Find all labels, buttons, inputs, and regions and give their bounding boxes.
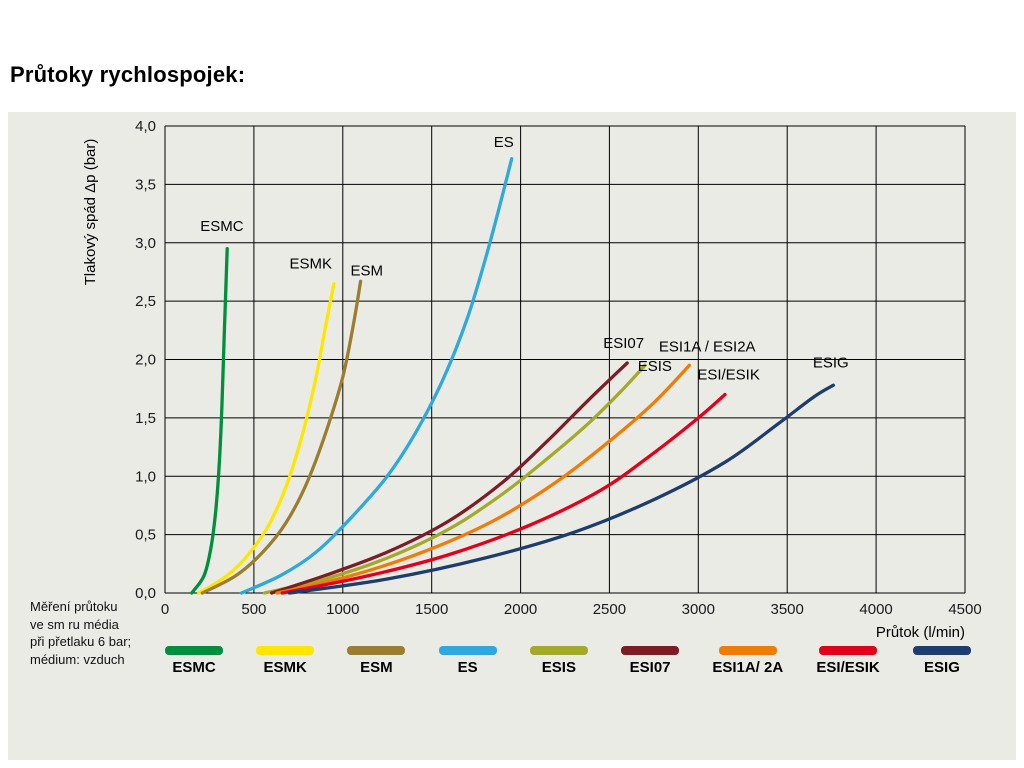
- x-tick-label: 2000: [504, 601, 537, 618]
- series-label-esmk: ESMK: [290, 255, 333, 272]
- legend-item-esig: ESIG: [912, 646, 971, 676]
- x-axis-label: Průtok (l/min): [876, 624, 965, 641]
- legend-label-esi-esik: ESI/ESIK: [816, 659, 880, 676]
- legend-label-esi1a-2a: ESI1A/ 2A: [712, 659, 784, 676]
- y-tick-label: 3,5: [135, 176, 156, 193]
- legend-swatch-esi-esik: [819, 646, 878, 655]
- legend-item-esi1a-2a: ESI1A/ 2A: [712, 646, 783, 676]
- note-line: ve sm ru média: [30, 616, 119, 632]
- legend-swatch-esig: [912, 646, 971, 655]
- legend-swatch-es: [438, 646, 497, 655]
- legend-item-esi-esik: ESI/ESIK: [816, 646, 880, 676]
- note-line: při přetlaku 6 bar;: [30, 634, 132, 650]
- legend-label-esmk: ESMK: [263, 659, 307, 676]
- legend-swatch-esm: [347, 646, 406, 655]
- measurement-note: Měření průtoku ve sm ru média při přetla…: [30, 598, 131, 668]
- x-tick-label: 3500: [771, 601, 804, 618]
- series-label-esi07: ESI07: [603, 335, 644, 352]
- legend-label-esis: ESIS: [541, 659, 576, 676]
- series-path-esig: [287, 383, 836, 595]
- x-tick-label: 500: [241, 601, 266, 618]
- series-label-esmc: ESMC: [200, 218, 244, 235]
- legend-swatch-esi07: [621, 646, 680, 655]
- series-path-esmc: [190, 246, 229, 595]
- legend-label-esm: ESM: [360, 659, 393, 676]
- legend-swatch-esi1a-2a: [718, 646, 777, 655]
- legend-swatch-esis: [529, 646, 588, 655]
- chart-legend: ESMC ESMK ESM ES ESIS ESI07 ESI1A/ 2A ESI/ESIK E…: [165, 646, 971, 676]
- legend-label-es: ES: [457, 659, 478, 676]
- legend-item-esi07: ESI07: [621, 646, 680, 676]
- series-label-esm: ESM: [351, 262, 384, 279]
- x-tick-label: 1500: [415, 601, 448, 618]
- page-title: Průtoky rychlospojek:: [10, 62, 246, 87]
- x-tick-label: 2500: [593, 601, 626, 618]
- series-path-esm: [200, 279, 363, 595]
- series-label-esis: ESIS: [638, 358, 672, 375]
- legend-item-esis: ESIS: [529, 646, 588, 676]
- x-tick-label: 0: [161, 601, 169, 618]
- legend-item-esm: ESM: [347, 646, 406, 676]
- series-label-esi-esik: ESI/ESIK: [697, 366, 760, 383]
- legend-label-esmc: ESMC: [172, 659, 216, 676]
- legend-item-es: ES: [438, 646, 497, 676]
- note-line: Měření průtoku: [30, 599, 118, 614]
- series-path-esis: [262, 363, 647, 595]
- y-tick-label: 3,0: [135, 235, 156, 252]
- legend-label-esi07: ESI07: [629, 659, 671, 676]
- legend-swatch-esmc: [165, 646, 223, 655]
- flow-chart-svg: 0,0 0,5 1,0 1,5 2,0 2,5 3,0 3,5 4,0 0 500 1000 1500 2…: [82, 118, 982, 641]
- x-tick-label: 3000: [682, 601, 715, 618]
- y-tick-label: 2,0: [135, 352, 156, 369]
- x-tick-label: 1000: [326, 601, 359, 618]
- x-tick-label: 4000: [859, 601, 892, 618]
- series-path-esi-esik: [280, 392, 727, 595]
- series-path-es: [239, 157, 514, 595]
- legend-label-esig: ESIG: [924, 659, 960, 676]
- y-tick-label: 1,0: [135, 468, 156, 485]
- series-label-esi1a-2a: ESI1A / ESI2A: [659, 338, 756, 355]
- legend-item-esmk: ESMK: [256, 646, 315, 676]
- x-tick-label: 4500: [948, 601, 981, 618]
- series-path-esi07: [270, 361, 629, 595]
- chart-plot: 0,0 0,5 1,0 1,5 2,0 2,5 3,0 3,5 4,0 0 500 1000 1500 2…: [8, 112, 1016, 644]
- series-path-esmk: [197, 281, 336, 595]
- y-axis-label: Tlakový spád Δp (bar): [82, 139, 99, 286]
- series-label-es: ES: [494, 134, 514, 151]
- y-tick-label: 0,5: [135, 527, 156, 544]
- note-line: médium: vzduch: [30, 651, 125, 667]
- series-label-esig: ESIG: [813, 355, 849, 372]
- y-tick-label: 2,5: [135, 293, 156, 310]
- series-path-esi1a-2a: [275, 363, 692, 595]
- y-tick-label: 4,0: [135, 118, 156, 135]
- legend-swatch-esmk: [256, 646, 315, 655]
- y-tick-label: 0,0: [135, 585, 156, 602]
- y-tick-label: 1,5: [135, 410, 156, 427]
- chart-panel: 0,0 0,5 1,0 1,5 2,0 2,5 3,0 3,5 4,0 0 500 1000 1500 2…: [8, 112, 1016, 760]
- legend-item-esmc: ESMC: [165, 646, 223, 676]
